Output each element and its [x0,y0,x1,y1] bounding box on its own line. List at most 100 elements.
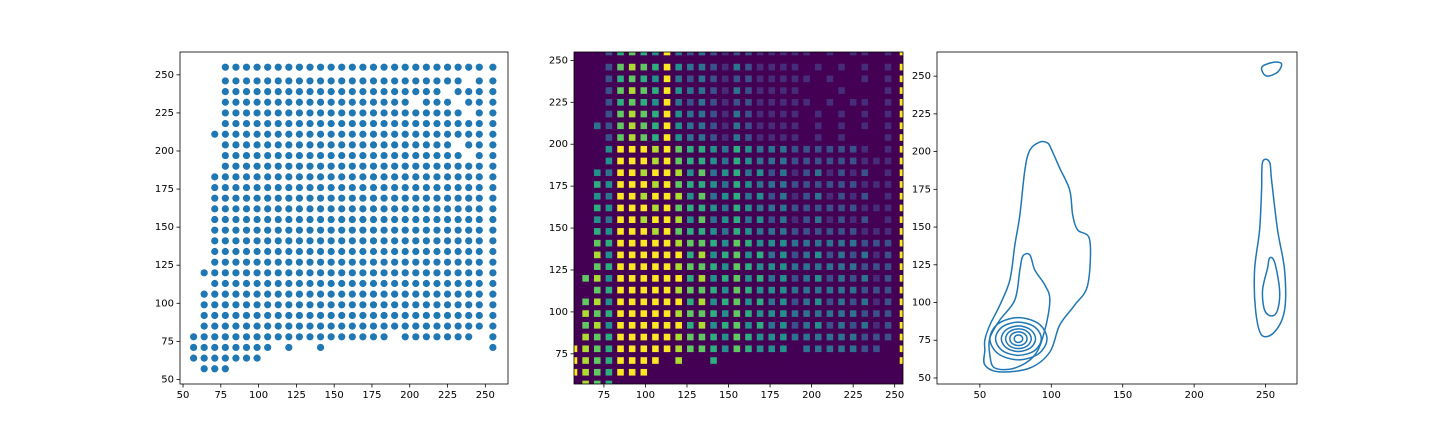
scatter-point [433,333,441,341]
heatmap-cell [780,239,787,247]
heatmap-cell [574,368,578,376]
heatmap-cell [605,298,613,306]
heatmap-cell [710,110,717,118]
y-tick-label: 225 [912,109,931,120]
heatmap-cell [698,169,706,177]
heatmap-cell [652,134,659,141]
scatter-point [412,77,420,85]
heatmap-cell [605,192,613,200]
scatter-point [369,237,378,245]
scatter-point [422,333,430,341]
scatter-point [316,87,325,96]
scatter-point [306,130,314,138]
heatmap-cell [745,204,752,212]
heatmap-cell [640,368,648,376]
heatmap-cell [745,251,752,259]
scatter-point [211,226,219,234]
heatmap-cell [791,263,799,270]
heatmap-cell [710,345,717,353]
heatmap-cell [675,228,682,235]
heatmap-cell [849,52,857,56]
scatter-point [211,333,219,341]
heatmap-cell [628,298,636,306]
heatmap-cell [675,310,682,317]
heatmap-cell [733,228,741,235]
heatmap-cell [756,298,764,306]
heatmap-cell [745,368,752,376]
heatmap-cell [733,63,741,71]
scatter-point [380,63,388,71]
heatmap-cell [745,98,752,106]
heatmap-cell [899,52,903,56]
scatter-point [295,290,304,298]
scatter-point [221,205,229,213]
scatter-point [274,237,282,245]
heatmap-cell [721,157,729,165]
scatter-point [422,109,430,117]
heatmap-cell [675,192,682,200]
scatter-point [391,194,399,202]
heatmap-cell [861,110,869,118]
contour-line [1009,331,1028,347]
heatmap-cell [861,286,869,294]
scatter-point [211,365,219,373]
scatter-point [348,63,356,71]
scatter-point [443,226,452,234]
scatter-point [391,173,399,181]
heatmap-cell [849,298,857,306]
heatmap-cell [838,228,845,235]
heatmap-cell [803,251,810,259]
scatter-point [443,63,452,71]
x-tick-label: 50 [177,390,190,401]
heatmap-cell [838,157,845,165]
heatmap-cell [733,87,741,94]
scatter-point [422,98,430,106]
heatmap-cell [745,145,752,153]
heatmap-cell [873,204,880,212]
heatmap-cell [780,286,787,294]
scatter-point [242,237,251,245]
scatter-point [221,173,229,181]
scatter-point [242,322,251,330]
scatter-point [211,205,219,213]
heatmap-cell [780,169,787,177]
scatter-point [348,87,356,96]
scatter-point [465,269,473,277]
scatter-point [443,269,452,277]
scatter-point [327,269,335,277]
heatmap-cell [884,239,892,247]
scatter-point [391,151,399,160]
scatter-point [465,63,473,71]
heatmap-cell [899,181,903,188]
heatmap-cell [663,75,671,83]
heatmap-cell [628,192,636,200]
heatmap-cell [733,368,741,376]
scatter-point [316,162,325,170]
scatter-point [200,322,208,330]
heatmap-cell [617,357,624,364]
scatter-point [306,194,314,202]
heatmap-cell [780,310,787,317]
scatter-point [285,162,293,170]
heatmap-cell [698,110,706,118]
heatmap-cell [687,98,694,106]
x-tick-label: 125 [287,390,306,401]
scatter-point [285,130,293,138]
scatter-point [242,301,251,309]
scatter-point [433,63,441,71]
scatter-point [369,63,378,71]
scatter-point [295,237,304,245]
scatter-point [422,87,430,96]
heatmap-cell [687,345,694,353]
heatmap-cell [780,75,787,83]
scatter-point [348,205,356,213]
scatter-point [401,226,409,234]
scatter-point [232,215,240,224]
heatmap-cell [814,181,822,188]
scatter-point [380,237,388,245]
heatmap-cell [698,333,706,341]
heatmap-cell [663,87,671,94]
heatmap-cell [605,157,613,165]
heatmap-cell [780,204,787,212]
scatter-point [306,258,314,266]
